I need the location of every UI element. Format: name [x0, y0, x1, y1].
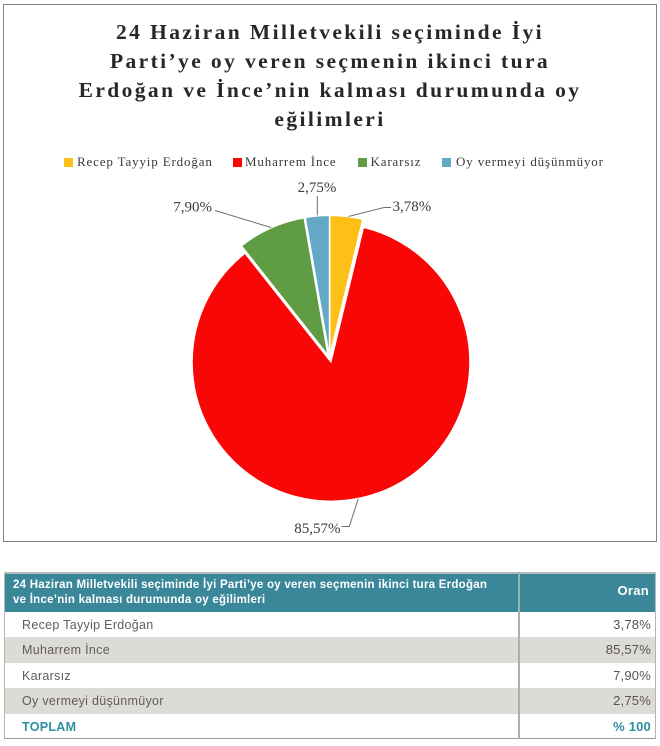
svg-text:85,57%: 85,57%: [294, 521, 340, 537]
svg-text:2,75%: 2,75%: [298, 180, 337, 196]
svg-text:3,78%: 3,78%: [393, 199, 432, 215]
svg-text:7,90%: 7,90%: [173, 200, 212, 216]
